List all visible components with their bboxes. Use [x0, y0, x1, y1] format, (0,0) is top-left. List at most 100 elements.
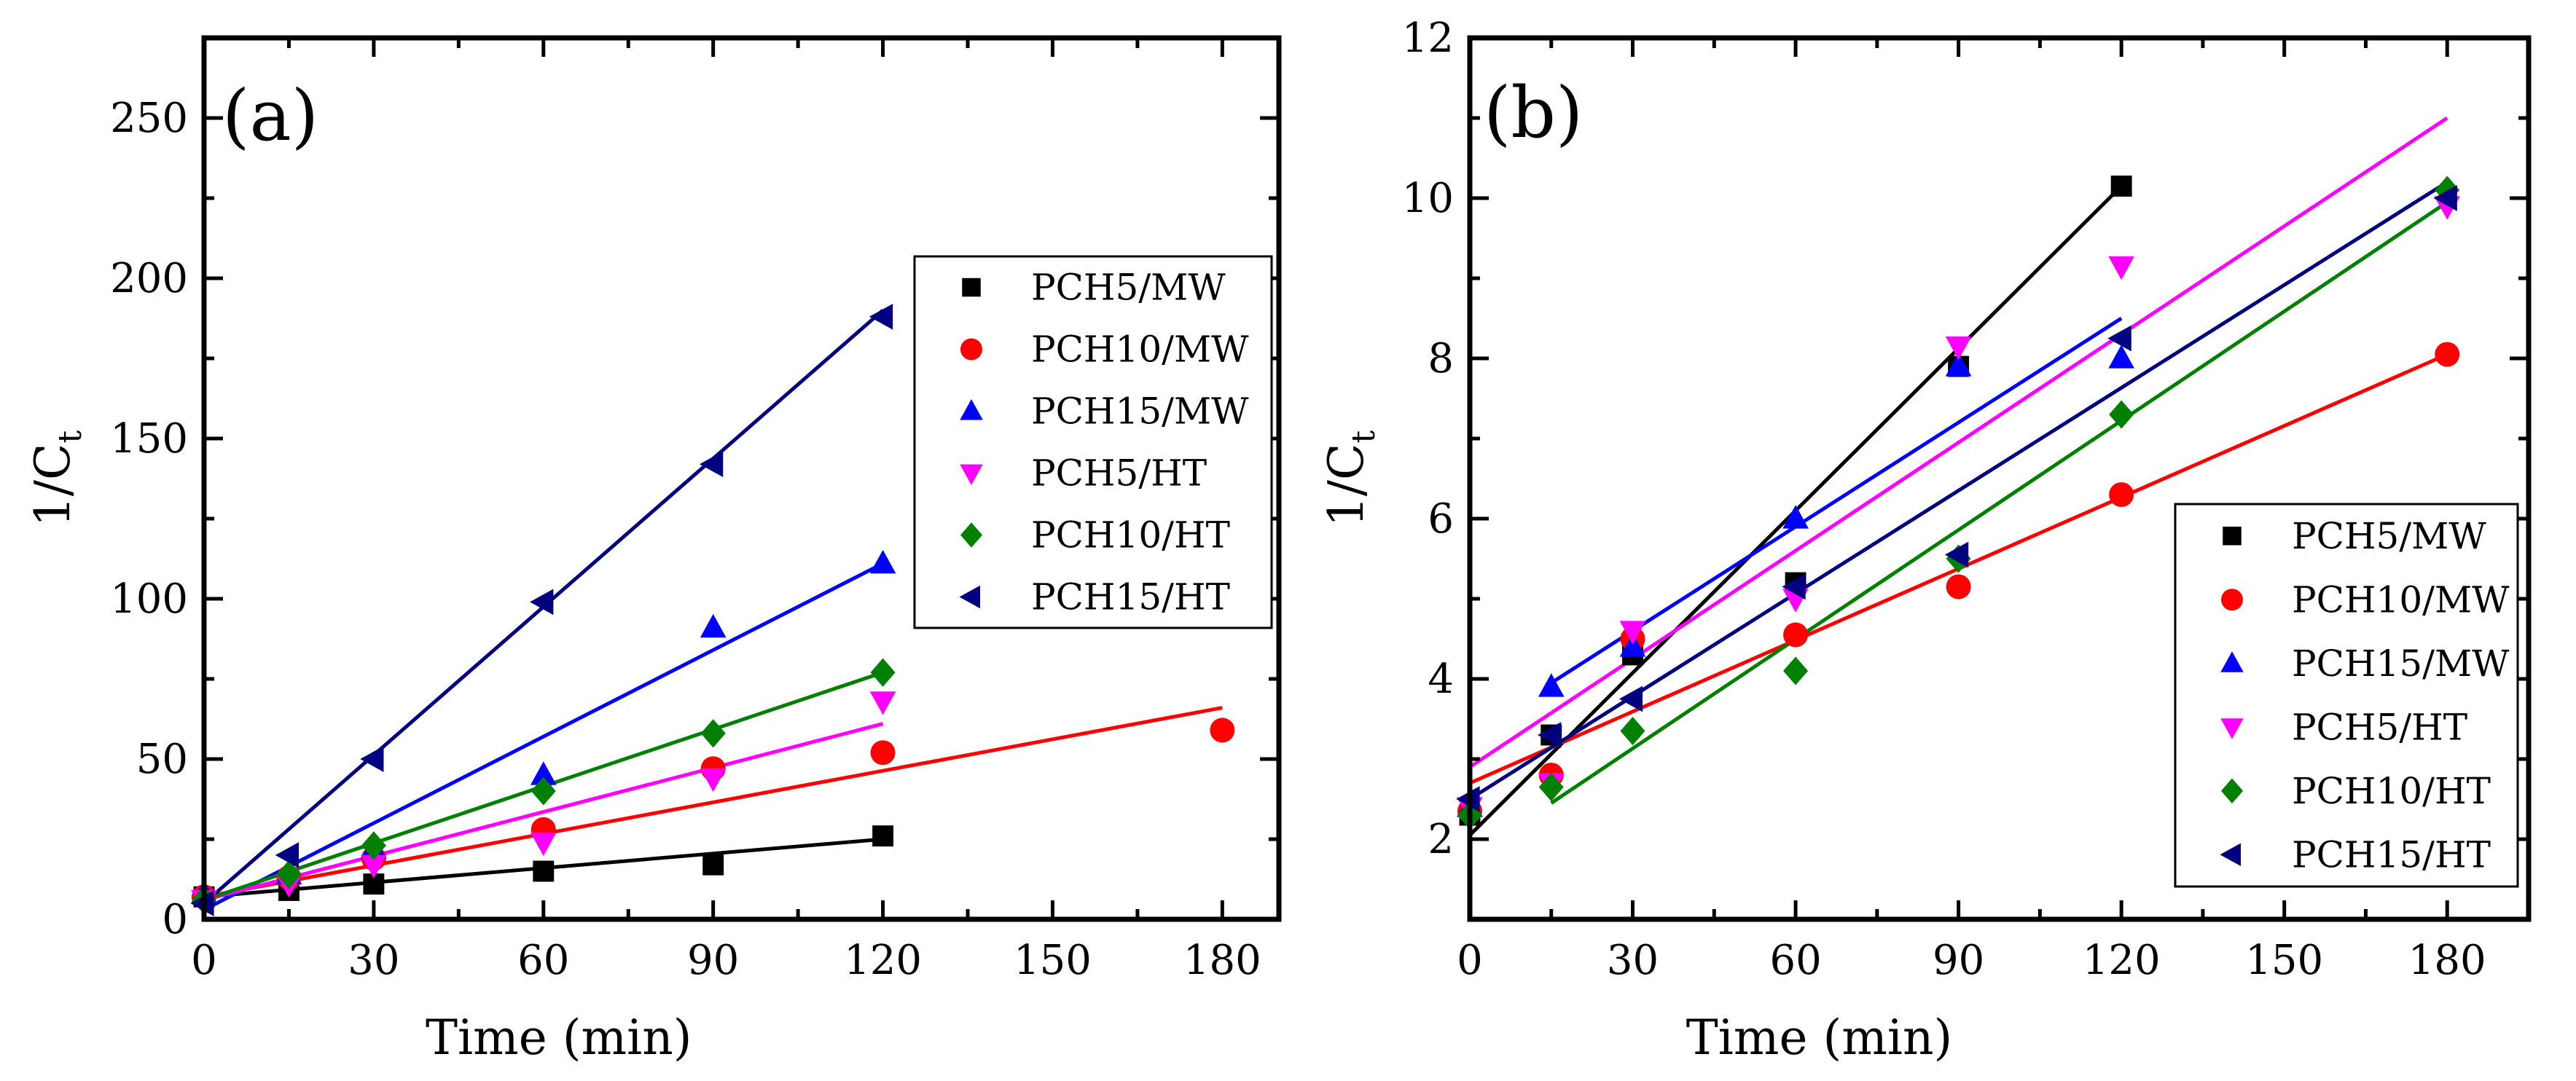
x-tick-label: 90: [687, 937, 739, 984]
data-point: [530, 589, 554, 616]
legend-label: PCH10/MW: [2292, 578, 2510, 621]
data-point: [869, 691, 896, 715]
data-point: [531, 777, 556, 806]
legend-marker: [2221, 778, 2243, 803]
data-point: [2110, 176, 2132, 197]
x-tick-label: 150: [1014, 937, 1092, 984]
fit-line-pch15-mw: [1550, 316, 2123, 685]
fit-line-pch5-ht: [203, 722, 884, 903]
data-point: [2433, 185, 2457, 211]
data-point: [533, 860, 555, 882]
data-point: [1783, 656, 1809, 685]
fit-line-pch10-ht: [1550, 200, 2448, 805]
data-point: [869, 549, 896, 574]
y-tick-label: 10: [1402, 175, 1454, 222]
fit-line-pch15-mw: [203, 562, 884, 912]
data-point: [1944, 541, 1969, 568]
x-axis-title: Time (min): [1686, 1010, 1952, 1066]
legend-label: PCH15/HT: [1031, 576, 1230, 618]
data-point: [361, 831, 386, 860]
legend-marker: [2223, 527, 2242, 546]
x-tick-label: 150: [2245, 937, 2323, 984]
legend-label: PCH10/MW: [1031, 329, 1249, 371]
legend-label: PCH5/HT: [1031, 452, 1207, 495]
x-tick-label: 30: [348, 937, 399, 984]
data-point: [2107, 325, 2131, 352]
data-point: [700, 768, 727, 793]
legend-label: PCH5/MW: [2292, 515, 2486, 557]
plot-frame: [1467, 35, 2532, 922]
legend-marker: [959, 585, 980, 609]
legend-box: [2174, 503, 2519, 888]
x-tick-label: 120: [2083, 937, 2161, 984]
y-axis-title: 1/Ct: [1318, 430, 1382, 527]
plot-frame: [201, 35, 1282, 922]
y-axis-title-subscript: t: [52, 430, 89, 443]
x-tick-label: 180: [2408, 937, 2486, 984]
data-point: [275, 842, 300, 868]
data-point: [1782, 505, 1809, 529]
series-pch15-ht: [190, 303, 893, 916]
data-point: [700, 613, 727, 638]
y-axis-title-subscript: t: [1345, 430, 1382, 443]
data-point: [1538, 673, 1565, 697]
legend-label: PCH10/HT: [1031, 514, 1230, 557]
x-tick-label: 90: [1933, 937, 1984, 984]
x-tick-label: 30: [1607, 937, 1659, 984]
data-point: [360, 746, 384, 772]
legend-label: PCH5/HT: [2292, 706, 2467, 748]
data-point: [1945, 336, 1972, 361]
data-point: [1782, 573, 1806, 600]
legend-marker: [962, 278, 981, 297]
y-axis-title-main: 1/C: [1318, 443, 1374, 527]
panel-a: 0 30 60 90 120 150 180 0 50 100 150 200 250 Time (min…: [25, 35, 1282, 1066]
y-tick-label: 0: [162, 896, 188, 943]
y-tick-label: 2: [1428, 816, 1454, 863]
data-point: [530, 761, 557, 785]
x-tick-label: 0: [1457, 937, 1483, 984]
y-tick-label: 4: [1428, 656, 1454, 703]
y-tick-label: 6: [1428, 495, 1454, 543]
data-point: [276, 860, 302, 889]
x-tick-label: 0: [191, 937, 217, 984]
legend-marker: [960, 338, 982, 361]
y-tick-label: 150: [110, 415, 188, 463]
y-tick-label: 200: [110, 255, 188, 302]
data-point: [2108, 345, 2135, 369]
data-point: [872, 825, 894, 847]
panel-label: (b): [1484, 72, 1583, 154]
legend-label: PCH10/HT: [2292, 770, 2491, 812]
y-tick-label: 8: [1428, 335, 1454, 382]
data-point: [2108, 256, 2135, 280]
legend-marker: [960, 522, 982, 548]
legend-marker: [2220, 651, 2244, 672]
x-axis-title: Time (min): [426, 1010, 692, 1066]
data-point: [870, 658, 896, 687]
panel-b: 0 30 60 90 120 150 180 2 4 6 8 10 12 Time (min) 1/Ct (b…: [1318, 15, 2532, 1066]
y-axis-title: 1/Ct: [25, 430, 89, 527]
data-point: [1945, 353, 1972, 377]
legend-marker: [2221, 589, 2243, 611]
data-point: [2109, 400, 2134, 429]
data-point: [1783, 622, 1809, 648]
data-point: [2435, 342, 2460, 367]
legend: PCH5/MW PCH10/MW PCH15/MW PCH5/HT PCH10/HT PC…: [2174, 503, 2519, 888]
y-axis-title-main: 1/C: [25, 443, 81, 527]
data-point: [2109, 482, 2134, 507]
data-point: [1619, 621, 1646, 645]
y-tick-label: 100: [110, 575, 188, 623]
legend-marker: [2220, 843, 2241, 866]
x-tick-label: 120: [844, 937, 922, 984]
x-tick-label: 60: [1769, 937, 1821, 984]
legend-label: PCH15/MW: [1031, 390, 1249, 433]
legend: PCH5/MW PCH10/MW PCH15/MW PCH5/HT PCH10/HT PC…: [913, 255, 1273, 629]
data-point: [1946, 574, 1971, 600]
data-point: [1618, 685, 1643, 712]
legend-label: PCH5/MW: [1031, 267, 1226, 309]
data-point: [870, 740, 896, 766]
data-point: [1210, 718, 1235, 743]
data-point: [702, 854, 724, 876]
legend-marker: [2220, 718, 2244, 739]
